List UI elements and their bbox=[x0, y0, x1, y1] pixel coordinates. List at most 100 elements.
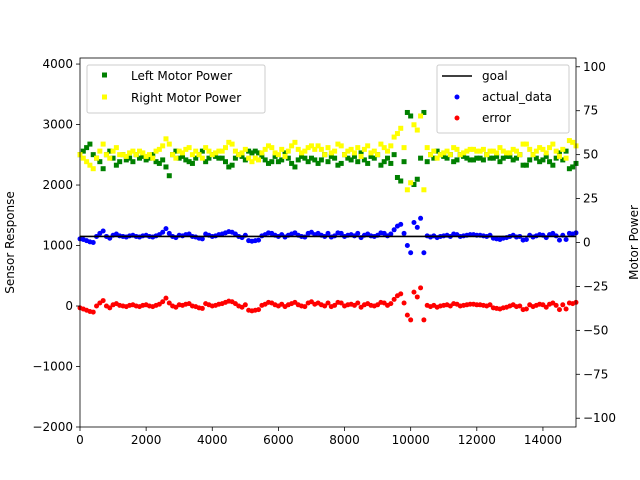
error-point bbox=[517, 303, 523, 309]
error-point bbox=[421, 317, 427, 323]
y2-tick-label: 75 bbox=[583, 104, 598, 118]
right-motor-power-point bbox=[160, 143, 166, 149]
left-motor-power-point bbox=[424, 159, 430, 165]
error-point bbox=[100, 298, 106, 304]
left-motor-power-point bbox=[123, 157, 129, 163]
legend-sensor: goal actual_data error bbox=[436, 64, 570, 134]
error-point bbox=[355, 300, 361, 306]
right-motor-power-point bbox=[232, 148, 238, 154]
left-motor-power-point bbox=[137, 155, 143, 161]
right-motor-power-point bbox=[137, 148, 143, 154]
left-motor-power-point bbox=[474, 155, 480, 161]
error-point bbox=[338, 300, 344, 306]
right-motor-power-point bbox=[424, 145, 430, 151]
right-motor-power-point bbox=[556, 153, 562, 159]
right-motor-power-point bbox=[447, 152, 453, 158]
left-motor-power-point bbox=[338, 160, 344, 166]
left-motor-power-point bbox=[110, 155, 116, 161]
right-motor-power-point bbox=[302, 148, 308, 154]
left-motor-power-point bbox=[130, 159, 136, 165]
left-motor-power-point bbox=[282, 150, 288, 156]
left-motor-power-point bbox=[345, 155, 351, 161]
right-motor-power-point bbox=[527, 146, 533, 152]
y2-axis-ticks: −100 −75 −50 −25 0 25 50 75 100 bbox=[576, 60, 616, 425]
left-motor-power-point bbox=[289, 160, 295, 166]
error-point bbox=[107, 305, 113, 311]
left-motor-power-point bbox=[189, 160, 195, 166]
right-motor-power-point bbox=[358, 153, 364, 159]
right-motor-power-point bbox=[378, 141, 384, 147]
left-motor-power-point bbox=[226, 164, 232, 170]
left-motor-power-point bbox=[146, 155, 152, 161]
error-point bbox=[523, 306, 529, 312]
right-motor-power-point bbox=[262, 146, 268, 152]
left-motor-power-point bbox=[183, 157, 189, 163]
right-motor-power-point bbox=[213, 150, 219, 156]
y2-tick-label: −100 bbox=[583, 411, 616, 425]
y-tick-label: −1000 bbox=[32, 360, 73, 374]
left-motor-power-point bbox=[414, 176, 420, 182]
left-motor-power-point bbox=[173, 148, 179, 154]
left-motor-power-point bbox=[199, 148, 205, 154]
left-motor-power-point bbox=[566, 166, 572, 172]
right-motor-power-point bbox=[394, 131, 400, 137]
right-motor-power-point bbox=[206, 148, 212, 154]
y2-tick-label: 0 bbox=[583, 236, 591, 250]
actual-data-point bbox=[401, 230, 407, 236]
right-motor-power-point bbox=[523, 141, 529, 147]
error-point bbox=[242, 302, 248, 308]
right-motor-power-point bbox=[318, 146, 324, 152]
left-motor-power-point bbox=[404, 109, 410, 115]
actual-data-point bbox=[556, 237, 562, 243]
left-motor-power-point bbox=[368, 153, 374, 159]
left-motor-power-point bbox=[265, 160, 271, 166]
error-point bbox=[563, 306, 569, 312]
right-motor-power-point bbox=[153, 148, 159, 154]
right-motor-power-point bbox=[156, 146, 162, 152]
right-motor-power-point bbox=[163, 136, 169, 142]
right-motor-power-point bbox=[335, 141, 341, 147]
y2-tick-label: 25 bbox=[583, 192, 598, 206]
right-motor-power-point bbox=[259, 150, 265, 156]
actual-data-point bbox=[388, 231, 394, 237]
legend-label-left-motor-power: Left Motor Power bbox=[131, 69, 232, 83]
left-motor-power-point bbox=[556, 150, 562, 156]
left-motor-power-point bbox=[533, 155, 539, 161]
right-motor-power-point bbox=[461, 150, 467, 156]
left-motor-power-point bbox=[262, 157, 268, 163]
right-motor-power-point bbox=[467, 146, 473, 152]
error-point bbox=[325, 300, 331, 306]
x-tick-label: 0 bbox=[76, 433, 84, 447]
left-motor-power-point bbox=[160, 157, 166, 163]
actual-data-point bbox=[404, 243, 410, 249]
right-motor-power-point bbox=[474, 148, 480, 154]
left-motor-power-point bbox=[513, 155, 519, 161]
y-tick-label: 3000 bbox=[42, 118, 73, 132]
left-motor-power-point bbox=[186, 159, 192, 165]
right-motor-power-point bbox=[282, 153, 288, 159]
left-motor-power-point bbox=[494, 153, 500, 159]
right-motor-power-point bbox=[196, 152, 202, 158]
right-motor-power-point bbox=[299, 150, 305, 156]
x-tick-label: 6000 bbox=[263, 433, 294, 447]
y-axis-label: Sensor Response bbox=[3, 191, 17, 294]
actual-data-point bbox=[421, 250, 427, 256]
right-motor-power-point bbox=[401, 145, 407, 151]
left-motor-power-point bbox=[153, 159, 159, 165]
left-motor-power-point bbox=[355, 159, 361, 165]
left-motor-power-point bbox=[295, 157, 301, 163]
right-motor-power-point bbox=[295, 146, 301, 152]
right-motor-power-point bbox=[236, 152, 242, 158]
right-motor-power-point bbox=[457, 152, 463, 158]
right-motor-power-point bbox=[454, 146, 460, 152]
right-motor-power-point bbox=[246, 155, 252, 161]
right-motor-power-point bbox=[570, 139, 576, 145]
right-motor-power-point bbox=[470, 146, 476, 152]
actual-data-point bbox=[90, 240, 96, 245]
left-motor-power-point bbox=[520, 162, 526, 168]
right-motor-power-point bbox=[490, 148, 496, 154]
right-motor-power-point bbox=[375, 152, 381, 158]
y2-axis-label: Motor Power bbox=[627, 205, 640, 280]
right-motor-power-point bbox=[117, 152, 123, 158]
y2-tick-label: 50 bbox=[583, 148, 598, 162]
